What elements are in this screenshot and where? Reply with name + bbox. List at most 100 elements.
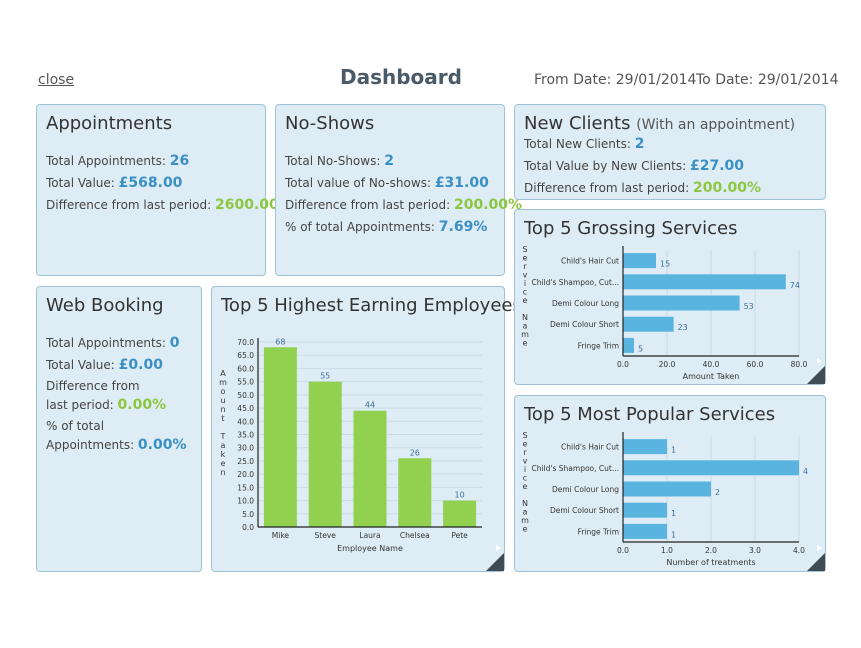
data-label: 26	[410, 448, 420, 457]
panel-title: Appointments	[46, 113, 173, 134]
y-axis-title-letter: c	[523, 288, 527, 297]
play-arrow-icon	[817, 545, 822, 551]
y-axis-title-letter: m	[521, 330, 529, 339]
x-axis-title: Employee Name	[337, 544, 403, 553]
stat-value: 0	[169, 335, 180, 351]
stat-label: Total value of No-shows:	[285, 176, 435, 190]
y-tick-label: 10.0	[237, 497, 254, 506]
web-difference-label: Difference from	[46, 379, 140, 393]
panel-title: No-Shows	[285, 113, 375, 134]
data-label: 2	[715, 488, 720, 497]
y-tick-label: Demi Colour Long	[552, 299, 619, 308]
grossing-bar-chart: 0.0 20.0 40.0 60.0 80.0 15 Child's Hair Cut 74 C…	[521, 245, 808, 381]
stat-label: Total Appointments:	[46, 336, 170, 350]
stat-value: 26	[169, 153, 190, 169]
stat-label: Difference from last period:	[285, 198, 454, 212]
stat-label: last period:	[46, 398, 118, 412]
total-value-stat: Total Value: £568.00	[46, 175, 182, 191]
y-axis-title-letter: a	[523, 322, 528, 331]
y-axis-title-letter: S	[522, 431, 527, 440]
data-label: 23	[678, 323, 688, 332]
y-axis-title-letter: a	[221, 441, 226, 450]
y-axis-title-letter: e	[523, 254, 528, 263]
y-axis-title-letter: c	[523, 474, 527, 483]
data-label: 55	[320, 372, 330, 381]
y-tick-label: 40.0	[237, 417, 254, 426]
y-axis-title-letter: e	[523, 296, 528, 305]
y-axis-title-letter: i	[524, 279, 526, 288]
employees-chart-panel: Top 5 Highest Earning Employees 0.0 5.0 10…	[211, 286, 522, 572]
bar	[623, 316, 674, 332]
data-label: 74	[790, 281, 800, 290]
to-date: To Date: 29/01/2014	[696, 72, 839, 88]
bar	[308, 381, 342, 527]
web-total-appointments-stat: Total Appointments: 0	[46, 335, 180, 351]
stat-label: Total New Clients:	[524, 137, 635, 151]
y-axis-title-letter: r	[523, 262, 527, 271]
webbooking-panel: Web Booking Total Appointments: 0 Total …	[36, 286, 202, 572]
expand-corner-icon[interactable]	[807, 545, 825, 571]
data-label: 10	[455, 491, 465, 500]
total-noshows-stat: Total No-Shows: 2	[285, 153, 394, 169]
data-label: 5	[638, 344, 643, 353]
y-tick-label: Demi Colour Short	[550, 506, 619, 515]
data-label: 1	[671, 530, 676, 539]
stat-value: £0.00	[118, 357, 163, 373]
y-tick-label: Fringe Trim	[578, 527, 619, 536]
y-tick-label: 50.0	[237, 391, 254, 400]
stat-value: £31.00	[434, 175, 489, 191]
expand-corner-icon[interactable]	[486, 545, 504, 571]
y-axis-title-letter: N	[522, 499, 528, 508]
y-tick-label: 20.0	[237, 470, 254, 479]
data-label: 1	[671, 509, 676, 518]
bar	[263, 347, 297, 527]
popular-bar-chart: 0.0 1.0 2.0 3.0 4.0 1 Child's Hair Cut 4 Child's…	[521, 431, 808, 567]
y-axis-title-letter: v	[523, 457, 528, 466]
bar	[623, 253, 656, 269]
y-tick-label: 5.0	[242, 510, 254, 519]
y-axis-title-letter: r	[523, 448, 527, 457]
close-link[interactable]: close	[38, 72, 75, 88]
expand-corner-icon[interactable]	[807, 358, 825, 384]
chart-title: Top 5 Highest Earning Employees	[221, 295, 522, 316]
appointments-panel: Appointments Total Appointments: 26 Tota…	[36, 104, 293, 276]
stat-label: Total Value by New Clients:	[524, 159, 690, 173]
percent-total-stat: % of total Appointments: 7.69%	[285, 219, 487, 235]
data-label: 4	[803, 467, 808, 476]
employees-bar-chart: 0.0 5.0 10.0 15.0 20.0 25.0 30.0 35.0 40.0 45.0 50…	[219, 337, 482, 553]
bar	[623, 502, 667, 518]
data-label: 44	[365, 401, 375, 410]
y-tick-label: 35.0	[237, 431, 254, 440]
chart-title: Top 5 Most Popular Services	[524, 404, 776, 425]
y-axis-title-letter: N	[522, 313, 528, 322]
x-tick-label: Steve	[315, 531, 337, 540]
data-label: 15	[660, 260, 670, 269]
stat-value: 2600.00%	[214, 197, 293, 213]
total-appointments-stat: Total Appointments: 26	[46, 153, 189, 169]
x-tick-label: 80.0	[791, 360, 808, 369]
stat-value: 7.69%	[438, 219, 488, 235]
x-tick-label: 1.0	[661, 546, 673, 555]
web-percent-stat: Appointments: 0.00%	[46, 437, 187, 453]
y-tick-label: 65.0	[237, 351, 254, 360]
data-label: 68	[275, 337, 285, 346]
stat-value: £568.00	[118, 175, 183, 191]
popular-chart-panel: Top 5 Most Popular Services 0.0 1.0 2.0 3.0…	[514, 395, 826, 572]
y-tick-label: 25.0	[237, 457, 254, 466]
web-percent-label: % of total	[46, 419, 105, 433]
stat-value: 2	[384, 153, 394, 169]
panel-subtitle: (With an appointment)	[636, 117, 796, 133]
stat-label: Total No-Shows:	[285, 154, 385, 168]
noshow-value-stat: Total value of No-shows: £31.00	[285, 175, 489, 191]
panel-title-main: New Clients	[524, 113, 631, 134]
web-difference-stat: last period: 0.00%	[46, 397, 166, 413]
difference-stat: Difference from last period: 2600.00%	[46, 197, 293, 213]
bar	[623, 295, 740, 311]
y-tick-label: 15.0	[237, 483, 254, 492]
difference-stat: Difference from last period: 200.00%	[285, 197, 522, 213]
y-axis-title-letter: v	[523, 271, 528, 280]
stat-value: 2	[634, 136, 645, 152]
data-label: 1	[671, 446, 676, 455]
stat-value: 200.00%	[453, 197, 523, 213]
difference-stat: Difference from last period: 200.00%	[524, 180, 761, 196]
